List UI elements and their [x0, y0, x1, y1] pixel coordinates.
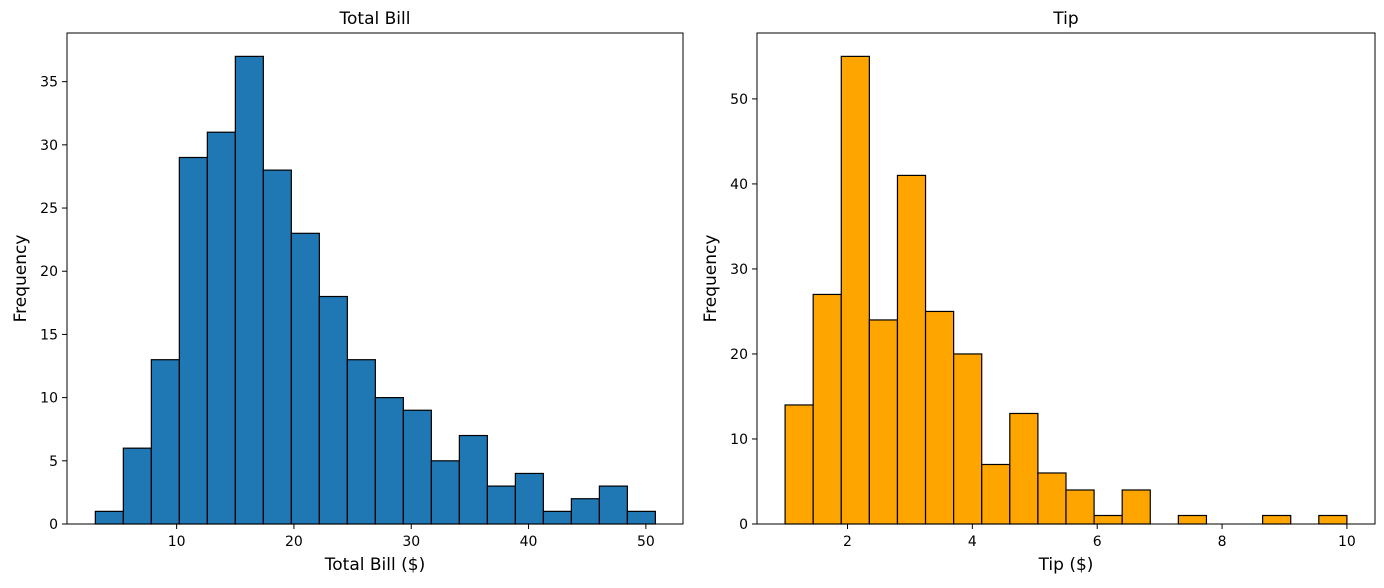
tip-y-tick-label: 10 [730, 432, 748, 448]
total-bill-bar [542, 510, 572, 525]
total-bill-bar [234, 55, 264, 525]
total-bill-y-tick-label: 25 [40, 201, 58, 217]
total-bill-y-tick-label: 35 [40, 75, 58, 91]
total-bill-bar [486, 485, 516, 525]
tip-bar [924, 310, 955, 525]
tip-chart-title: Tip [1052, 9, 1078, 29]
total-bill-y-axis-label: Frequency [11, 235, 31, 323]
tip-x-axis-label: Tip ($) [1038, 555, 1094, 575]
tip-bar [840, 55, 870, 525]
tip-bar [1262, 514, 1292, 525]
total-bill-axes-frame [66, 32, 684, 525]
tip-y-tick-label: 50 [730, 92, 748, 108]
total-bill-bar [178, 156, 208, 525]
total-bill-y-tick-label: 10 [40, 391, 58, 407]
tip-bar [784, 404, 814, 525]
tip-x-tick-label: 8 [1218, 534, 1227, 550]
tip-y-tick-label: 0 [739, 517, 748, 533]
total-bill-x-tick-label: 10 [168, 534, 186, 550]
total-bill-bar [318, 295, 348, 525]
tip-bar [981, 463, 1011, 525]
tip-y-tick-label: 40 [730, 177, 748, 193]
tip-bar [953, 353, 983, 525]
total-bill-chart-title: Total Bill [339, 9, 411, 29]
total-bill-y-tick-label: 0 [49, 517, 58, 533]
tip-bar [868, 319, 899, 525]
total-bill-y-tick-label: 30 [40, 138, 58, 154]
total-bill-y-tick-label: 15 [40, 327, 58, 343]
total-bill-bar [598, 485, 628, 525]
total-bill-bar [402, 409, 432, 525]
tip-bar [1121, 489, 1151, 525]
total-bill-bar [514, 472, 544, 525]
total-bill-bar [262, 169, 292, 525]
tip-chart: 2 4 6 8 10 0 10 20 30 40 50 Tip Tip ($) Frequency [701, 9, 1376, 575]
tip-bar [1037, 472, 1067, 525]
tip-y-axis-label: Frequency [701, 235, 721, 323]
total-bill-bar [626, 510, 656, 525]
total-bill-bar [374, 397, 404, 525]
tip-x-tick-label: 2 [843, 534, 852, 550]
total-bill-x-tick-label: 40 [520, 534, 538, 550]
tip-bar [1093, 514, 1123, 525]
tip-axes-frame [756, 32, 1376, 525]
tip-x-tick-label: 4 [968, 534, 977, 550]
total-bill-bar [458, 434, 488, 525]
total-bill-bar [290, 232, 320, 525]
tip-y-tick-label: 20 [730, 347, 748, 363]
total-bill-y-tick-label: 5 [49, 454, 58, 470]
tip-bar [1065, 489, 1095, 525]
total-bill-bar [430, 460, 460, 525]
total-bill-bar [150, 359, 180, 525]
total-bill-x-tick-label: 30 [402, 534, 420, 550]
total-bill-bar [570, 498, 600, 525]
total-bill-x-tick-label: 20 [285, 534, 303, 550]
tip-bar [1177, 514, 1208, 525]
total-bill-x-axis-label: Total Bill ($) [324, 555, 425, 575]
tip-x-tick-label: 6 [1093, 534, 1102, 550]
total-bill-bar [122, 447, 152, 525]
total-bill-bar [206, 131, 236, 525]
total-bill-chart: 10 20 30 40 50 0 5 10 15 20 25 30 35 Total Bill Total … [11, 9, 684, 575]
tip-bar [812, 293, 842, 525]
total-bill-y-tick-label: 20 [40, 264, 58, 280]
total-bill-bar [94, 510, 124, 525]
tip-bar [1009, 412, 1039, 525]
tip-bar [1318, 514, 1348, 525]
tip-bar [896, 174, 927, 525]
tip-y-tick-label: 30 [730, 262, 748, 278]
total-bill-bar [346, 359, 376, 525]
tip-x-tick-label: 10 [1338, 534, 1356, 550]
total-bill-x-tick-label: 50 [637, 534, 655, 550]
